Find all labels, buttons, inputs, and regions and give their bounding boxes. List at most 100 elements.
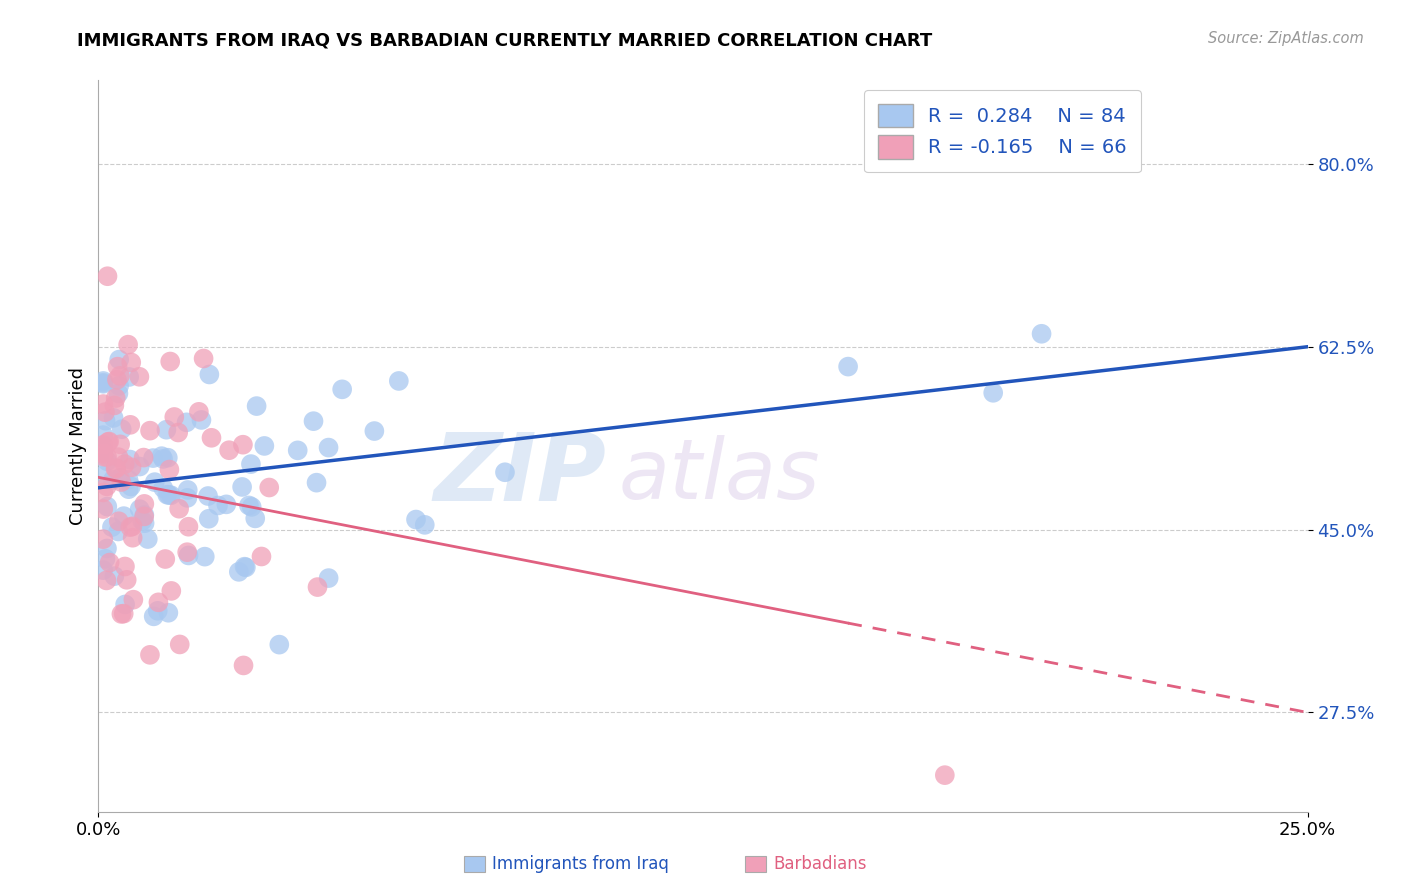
Point [233, 559, 256, 574]
Point [363, 424, 385, 438]
Point [250, 549, 273, 564]
Point [177, 483, 200, 497]
Point [134, 509, 156, 524]
Point [215, 497, 238, 511]
Point [128, 369, 150, 384]
Point [238, 499, 260, 513]
Point [837, 359, 859, 374]
Point [318, 441, 340, 455]
Point [103, 410, 125, 425]
Point [91, 502, 114, 516]
Point [91, 438, 114, 452]
Point [302, 414, 325, 428]
Point [194, 549, 217, 564]
Point [91, 376, 114, 391]
Point [150, 449, 173, 463]
Point [122, 592, 145, 607]
Text: Barbadians: Barbadians [773, 855, 868, 873]
Point [143, 475, 166, 490]
Point [197, 512, 219, 526]
Point [108, 368, 131, 383]
Point [167, 425, 190, 440]
Point [187, 405, 209, 419]
Text: ZIP: ZIP [433, 429, 606, 521]
Point [96, 450, 118, 464]
Point [111, 422, 134, 436]
Point [91, 446, 114, 460]
Point [148, 595, 170, 609]
Point [169, 637, 191, 651]
Point [114, 457, 136, 471]
Point [228, 565, 250, 579]
Point [91, 376, 114, 390]
Point [305, 475, 328, 490]
Point [167, 501, 190, 516]
Point [91, 532, 114, 546]
Point [257, 481, 280, 495]
Point [160, 583, 183, 598]
Point [177, 519, 200, 533]
Point [494, 465, 516, 479]
Point [198, 368, 221, 382]
Point [177, 549, 200, 563]
Point [190, 413, 212, 427]
Point [114, 559, 136, 574]
Point [98, 556, 121, 570]
Point [93, 450, 115, 464]
Point [176, 491, 198, 505]
Point [98, 434, 121, 449]
Point [107, 450, 129, 465]
Point [120, 417, 142, 432]
Point [253, 439, 276, 453]
Point [91, 563, 114, 577]
Point [136, 532, 159, 546]
Point [239, 457, 262, 471]
Point [94, 405, 117, 419]
Point [118, 452, 141, 467]
Point [117, 337, 139, 351]
Point [94, 551, 117, 566]
Point [134, 508, 156, 522]
Point [112, 607, 135, 621]
Point [269, 638, 291, 652]
Point [235, 560, 257, 574]
Text: Source: ZipAtlas.com: Source: ZipAtlas.com [1208, 31, 1364, 46]
Point [152, 481, 174, 495]
Point [160, 488, 183, 502]
Point [121, 460, 143, 475]
Point [91, 397, 114, 411]
Point [110, 607, 132, 621]
Point [232, 658, 254, 673]
Point [112, 509, 135, 524]
Point [107, 386, 129, 401]
Point [104, 391, 127, 405]
Point [108, 437, 131, 451]
Point [108, 379, 131, 393]
Point [96, 454, 118, 468]
Point [981, 385, 1004, 400]
Point [97, 435, 120, 450]
Point [91, 485, 114, 500]
Point [118, 370, 141, 384]
Point [91, 443, 114, 458]
Text: atlas: atlas [619, 434, 820, 516]
Point [120, 520, 142, 534]
Point [96, 574, 118, 588]
Point [197, 489, 219, 503]
Point [934, 768, 956, 782]
Point [134, 497, 156, 511]
Point [91, 374, 114, 388]
Legend: R =  0.284    N = 84, R = -0.165    N = 66: R = 0.284 N = 84, R = -0.165 N = 66 [865, 90, 1140, 172]
Point [163, 409, 186, 424]
Point [245, 511, 267, 525]
Point [115, 573, 138, 587]
Point [155, 423, 177, 437]
Point [405, 512, 427, 526]
Point [139, 648, 162, 662]
Point [110, 475, 132, 489]
Point [139, 424, 162, 438]
Point [120, 479, 142, 493]
Point [318, 571, 340, 585]
Point [96, 479, 118, 493]
Point [159, 354, 181, 368]
